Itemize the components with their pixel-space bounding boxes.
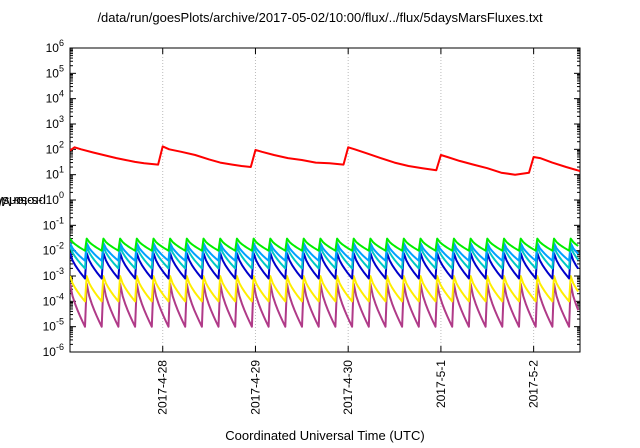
x-tick-label: 2017-4-29: [248, 360, 262, 415]
x-tick-label: 2017-4-30: [341, 360, 355, 415]
series-line: [70, 242, 579, 262]
y-tick-label: 10-6: [43, 342, 64, 359]
series-line: [70, 275, 580, 303]
x-tick-label: 2017-5-1: [434, 360, 448, 408]
y-tick-label: 100: [46, 190, 64, 207]
y-tick-label: 102: [46, 139, 64, 156]
series-line: [70, 252, 580, 280]
series-line: [70, 237, 579, 252]
y-tick-label: 10-5: [43, 317, 64, 334]
y-tick-label: 103: [46, 114, 64, 131]
y-tick-label: 10-1: [43, 215, 64, 232]
x-tick-label: 2017-5-2: [527, 360, 541, 408]
chart-title: /data/run/goesPlots/archive/2017-05-02/1…: [97, 10, 543, 25]
y-tick-label: 10-3: [43, 266, 64, 283]
y-tick-label: 10-4: [43, 291, 64, 308]
series-line: [70, 145, 580, 176]
y-tick-label: 106: [46, 38, 64, 55]
y-tick-label: 105: [46, 63, 64, 80]
x-axis-label: Coordinated Universal Time (UTC): [225, 428, 425, 443]
series-line: [70, 245, 580, 270]
series-line: [70, 282, 580, 328]
y-tick-label: 104: [46, 89, 64, 106]
y-tick-label: 101: [46, 165, 64, 182]
y-tick-label: 10-2: [43, 241, 64, 258]
x-tick-label: 2017-4-28: [156, 360, 170, 415]
